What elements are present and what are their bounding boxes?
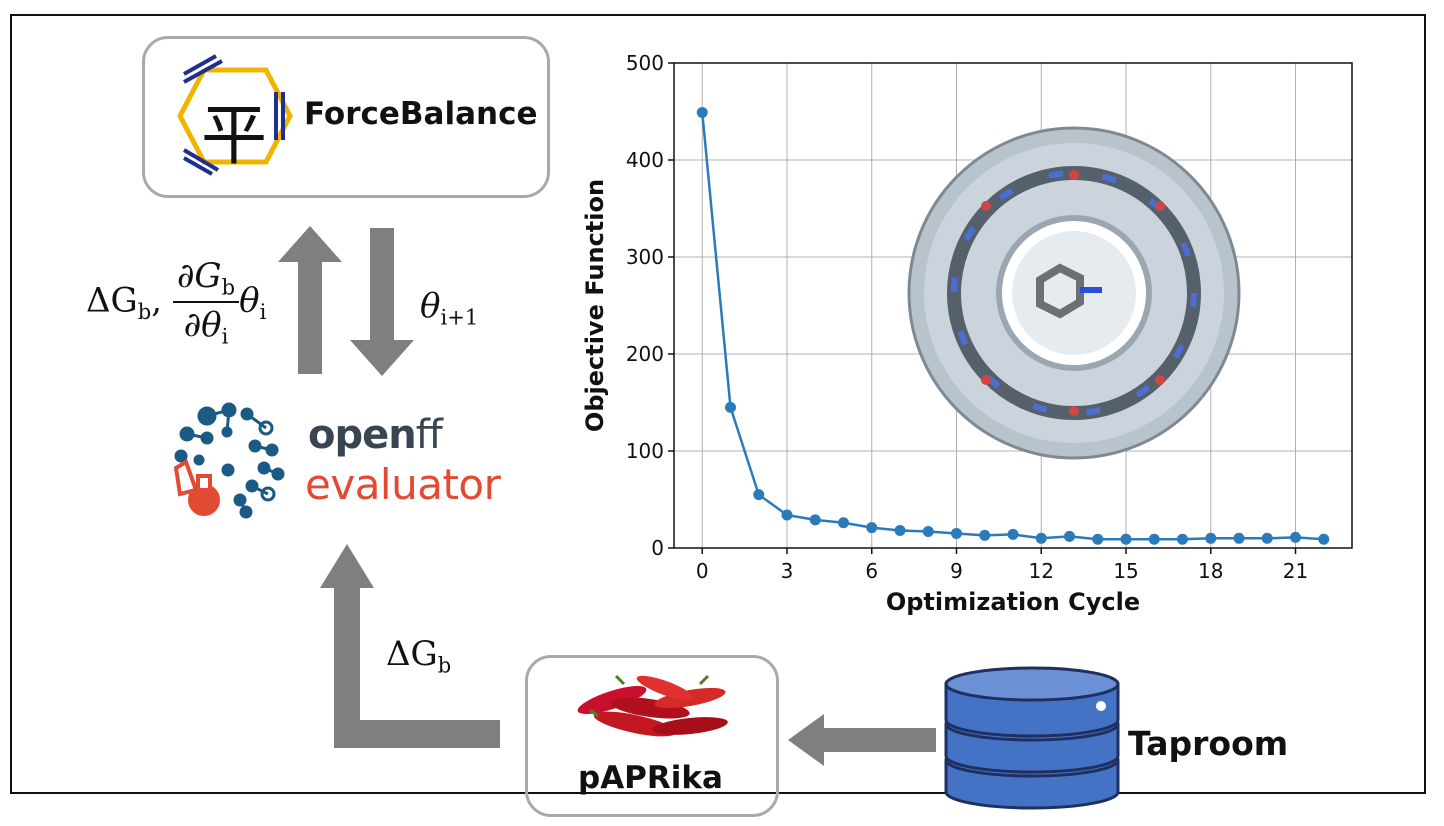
data-point (866, 522, 878, 534)
x-tick-label: 21 (1283, 559, 1308, 583)
x-tick-label: 3 (781, 559, 794, 583)
y-tick-label: 400 (626, 148, 664, 172)
openff-label: openff (308, 412, 443, 458)
plot-frame (673, 62, 1353, 549)
data-point (1007, 528, 1019, 540)
paprika-box (525, 655, 779, 817)
data-point (1092, 533, 1104, 545)
data-point (1233, 532, 1245, 544)
taproom-label: Taproom (1128, 724, 1289, 763)
lower-arrow-label: ΔGb (386, 634, 452, 678)
evaluator-label: evaluator (305, 460, 501, 509)
y-axis-title: Objective Function (581, 179, 609, 432)
data-point (894, 525, 906, 537)
data-point (1318, 533, 1330, 545)
data-point (1035, 532, 1047, 544)
data-point (1261, 532, 1273, 544)
x-tick-label: 12 (1029, 559, 1054, 583)
y-tick-label: 300 (626, 245, 664, 269)
data-point (781, 509, 793, 521)
data-point (979, 529, 991, 541)
objective-chart: 0 3 6 9 12 15 18 21 0 100 200 300 400 500 Optimization… (581, 51, 1353, 616)
data-point (1148, 533, 1160, 545)
pepper-image (577, 674, 728, 737)
partial-derivative-fraction: ∂Gb ∂θi (172, 256, 240, 349)
data-point (696, 106, 708, 118)
data-point (725, 401, 736, 413)
y-tick-label: 0 (651, 536, 664, 560)
y-tick-label: 500 (626, 51, 664, 75)
data-point (951, 527, 962, 539)
data-point (838, 517, 849, 529)
x-tick-label: 15 (1113, 559, 1138, 583)
x-tick-label: 18 (1198, 559, 1223, 583)
host-guest-molecule-image (907, 126, 1241, 460)
data-point (753, 489, 765, 501)
x-tick-label: 6 (865, 559, 878, 583)
x-tick-label: 9 (950, 559, 963, 583)
flask-icon (173, 459, 220, 516)
down-arrow-label: θi+1 (420, 286, 479, 330)
data-point (809, 514, 821, 526)
down-arrow (350, 228, 414, 376)
forcebalance-label: ForceBalance (304, 96, 538, 132)
y-tick-label: 100 (626, 439, 664, 463)
data-point (1120, 533, 1132, 545)
x-tick-label: 0 (696, 559, 709, 583)
data-point (922, 526, 934, 538)
figure-frame (10, 14, 1426, 794)
data-point (1290, 531, 1301, 543)
up-arrow (278, 226, 342, 374)
y-tick-label: 200 (626, 342, 664, 366)
data-point (1205, 532, 1217, 544)
up-arrow-equation: ΔGb, ∂Gb ∂θi θi (86, 256, 267, 349)
l-arrow (320, 544, 500, 748)
paprika-label: pAPRika (578, 760, 723, 796)
database-icon (944, 666, 1120, 810)
fb-logo-char-text: 平 (201, 97, 267, 174)
left-arrow (788, 714, 936, 766)
openff-logo-icon (174, 402, 285, 519)
data-point (1064, 530, 1075, 542)
x-axis-title: Optimization Cycle (886, 588, 1140, 616)
data-point (1177, 533, 1188, 545)
